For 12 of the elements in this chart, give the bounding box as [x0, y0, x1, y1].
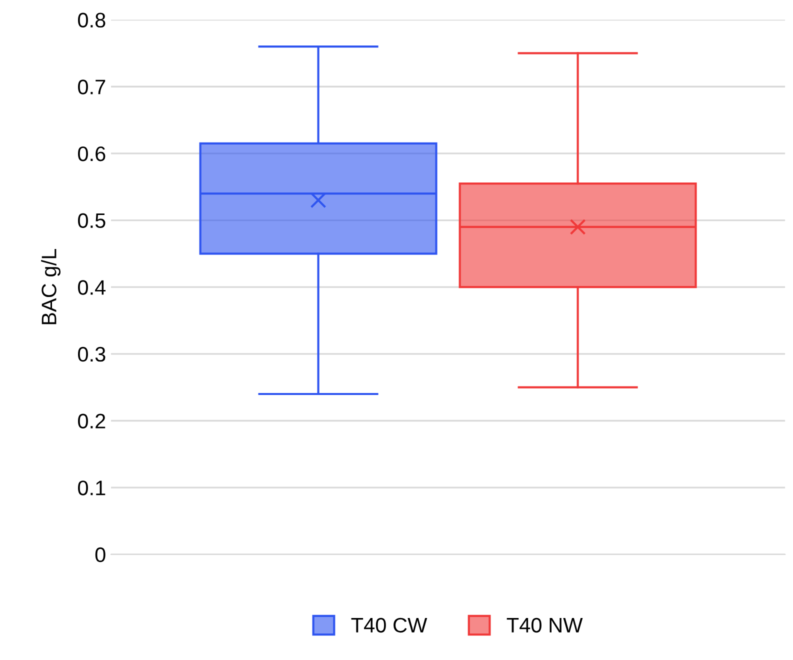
y-tick-label: 0.1	[78, 480, 106, 496]
y-tick-label: 0.2	[78, 414, 106, 429]
y-tick-label: 0.6	[78, 146, 106, 162]
legend-label: T40 CW	[351, 618, 428, 633]
y-tick-label: 0.3	[78, 346, 106, 362]
y-axis-title: BAC g/L	[41, 249, 61, 324]
legend-label: T40 NW	[506, 618, 583, 633]
y-tick-label: 0.8	[78, 12, 106, 28]
y-tick-label: 0.4	[78, 280, 106, 295]
y-tick-label: 0.5	[78, 213, 106, 228]
y-tick-label: 0	[95, 547, 106, 562]
y-tick-label: 0.7	[78, 80, 106, 94]
